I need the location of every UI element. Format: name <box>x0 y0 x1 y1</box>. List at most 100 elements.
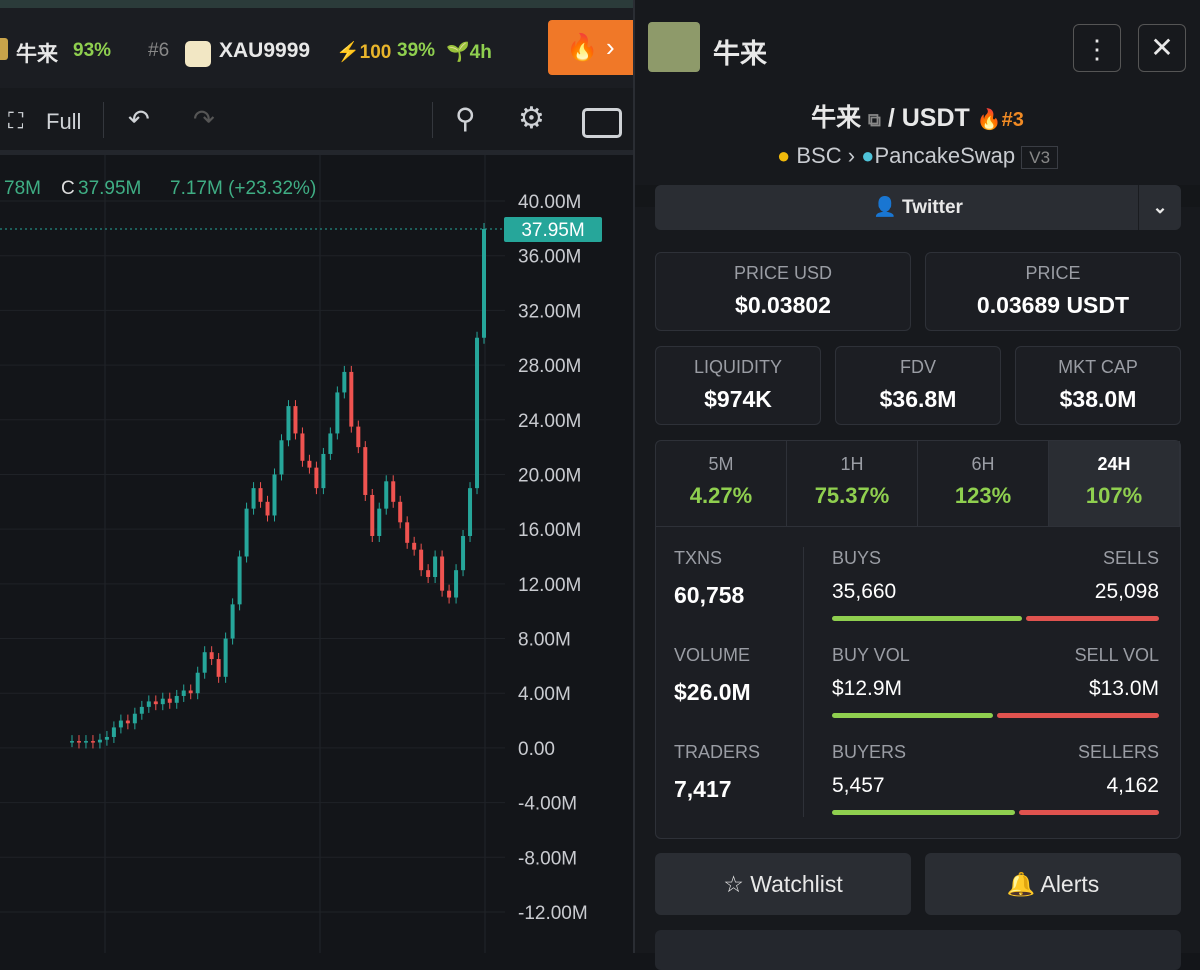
fullscreen-icon[interactable]: ⛶ <box>8 108 24 133</box>
ticker-name: 牛来 <box>16 43 58 66</box>
timeframe-tab[interactable]: 6H 123% <box>918 441 1049 526</box>
timeframe-tabs: 5M 4.27% 1H 75.37% 6H 123% 24H 107% <box>656 441 1180 527</box>
watchlist-label[interactable]: Watchlist <box>750 871 843 897</box>
candle <box>377 508 382 536</box>
screenshot[interactable] <box>582 108 622 138</box>
trade-buttons[interactable] <box>655 930 1181 970</box>
price-box: PRICE USD $0.03802 <box>655 252 911 331</box>
y-tick-label: -8.00M <box>518 848 577 869</box>
candle <box>167 698 172 703</box>
ticker-bar: 牛来 93% #6 XAU9999 ⚡100 39% 🌱4h 🔥 › <box>0 0 633 88</box>
trending-button[interactable]: 🔥 › <box>548 20 633 75</box>
stat-label: TRADERS <box>674 742 761 762</box>
ticker-name[interactable]: XAU9999 <box>219 39 311 62</box>
alerts-button[interactable]: 🔔 Alerts <box>925 853 1181 915</box>
buy-bar <box>832 616 1022 621</box>
candle <box>307 460 312 468</box>
chain-icon: ● <box>776 143 791 168</box>
label: FDV <box>900 357 936 377</box>
candle <box>398 501 403 523</box>
left-value: 5,457 <box>832 774 885 797</box>
label: LIQUIDITY <box>693 357 782 377</box>
right-value: 4,162 <box>1106 774 1159 797</box>
candle <box>391 481 396 502</box>
y-tick-label: 32.00M <box>518 301 581 322</box>
candle <box>356 426 361 448</box>
rank: 🔥#3 <box>976 109 1024 131</box>
stats-panel: 5M 4.27% 1H 75.37% 6H 123% 24H 107% TXNS 60,758 B… <box>655 440 1181 839</box>
candle <box>160 698 165 705</box>
candle <box>195 672 200 694</box>
candle <box>454 570 459 598</box>
timeframe-tab[interactable]: 1H 75.37% <box>787 441 918 526</box>
last-price-tag <box>504 217 602 243</box>
dex: PancakeSwap <box>874 143 1016 168</box>
tab-change: 4.27% <box>689 483 753 508</box>
value: $0.03802 <box>735 292 831 318</box>
y-tick-label: 20.00M <box>518 465 581 486</box>
fullscreen-button[interactable]: Full <box>46 109 82 134</box>
settings[interactable]: ⚙ <box>518 102 545 135</box>
y-tick-label: 8.00M <box>518 630 571 651</box>
candle <box>349 371 354 427</box>
candle <box>412 542 417 550</box>
candle <box>223 638 228 677</box>
candle <box>314 467 319 489</box>
candle <box>132 713 137 724</box>
stat-label: VOLUME <box>674 645 751 665</box>
candle <box>384 481 389 509</box>
alerts-label[interactable]: Alerts <box>1040 871 1100 897</box>
left-value: 35,660 <box>832 580 897 603</box>
twitter-button[interactable]: 👤 Twitter ⌄ <box>655 185 1181 230</box>
candle <box>342 371 347 393</box>
copy[interactable]: ⧉ <box>868 110 881 130</box>
menu-button[interactable]: ⋮ <box>1073 24 1121 72</box>
candle <box>83 741 88 743</box>
stats-body: TXNS 60,758 BUYS 35,660 SELLS 25,098 VOLUME $26… <box>656 526 1180 838</box>
base: 牛来 <box>811 104 862 132</box>
candle <box>104 736 109 740</box>
buy-bar <box>832 810 1016 815</box>
twitter-label[interactable]: Twitter <box>902 197 963 218</box>
toolbar: ⛶ Full ↶ ↷ ⚲ ⚙ <box>0 88 633 155</box>
price-chart: 78M C 37.95M 7.17M (+23.32%) 40.00M 36.00… <box>0 155 602 953</box>
candle <box>440 556 445 591</box>
close-button[interactable]: ✕ <box>1138 24 1186 72</box>
legend-high: 78M <box>4 178 41 199</box>
value: $38.0M <box>1059 386 1137 412</box>
y-tick-label: 36.00M <box>518 247 581 268</box>
y-tick-label: 0.00 <box>518 739 555 760</box>
header-title: 牛来 <box>713 39 767 69</box>
y-tick-label: 12.00M <box>518 575 581 596</box>
icon[interactable] <box>185 41 211 67</box>
metric-box: MKT CAP $38.0M <box>1015 346 1181 425</box>
age: 4h <box>469 42 492 63</box>
dropdown[interactable]: ⌄ <box>1138 185 1181 230</box>
rank-text: #3 <box>1001 109 1024 131</box>
timeframe-tab[interactable]: 24H 107% <box>1049 441 1180 526</box>
candle <box>321 453 326 489</box>
watchlist-button[interactable]: ☆ Watchlist <box>655 853 911 915</box>
right-label: SELLERS <box>1077 742 1159 762</box>
metric-box: LIQUIDITY $974K <box>655 346 821 425</box>
left-label: BUY VOL <box>832 645 910 665</box>
tab-change: 123% <box>954 483 1012 508</box>
y-tick-label: -4.00M <box>518 794 577 815</box>
timeframe-tab[interactable]: 5M 4.27% <box>656 441 787 526</box>
candle <box>76 741 81 743</box>
redo[interactable]: ↷ <box>193 104 215 134</box>
y-tick-label: 16.00M <box>518 520 581 541</box>
undo[interactable]: ↶ <box>128 104 150 134</box>
divider <box>103 102 104 138</box>
legend-change: 7.17M (+23.32%) <box>170 178 316 199</box>
candle <box>118 720 123 728</box>
candle <box>146 701 151 707</box>
sell-bar <box>996 713 1159 718</box>
icon <box>0 38 8 60</box>
stat-value: 60,758 <box>674 582 745 608</box>
indicator[interactable]: ⚲ <box>455 103 476 134</box>
candle <box>286 406 291 441</box>
candle <box>139 706 144 714</box>
candle <box>188 690 193 694</box>
y-tick-label: -12.00M <box>518 903 588 924</box>
